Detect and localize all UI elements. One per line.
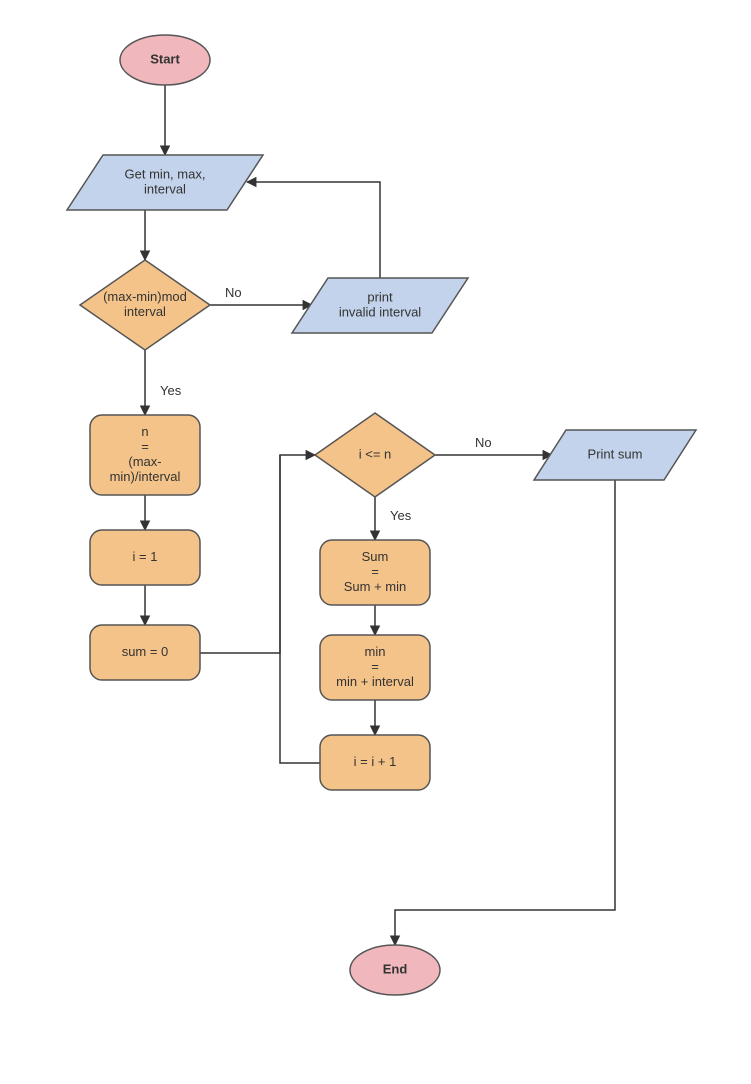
node-label: print bbox=[367, 289, 393, 304]
node-label: = bbox=[371, 564, 379, 579]
node-sum_eq_0: sum = 0 bbox=[90, 625, 200, 680]
node-label: Get min, max, bbox=[125, 166, 206, 181]
node-label: invalid interval bbox=[339, 304, 421, 319]
node-label: = bbox=[371, 659, 379, 674]
node-label: End bbox=[383, 961, 408, 976]
node-label: Start bbox=[150, 51, 180, 66]
node-i_inc: i = i + 1 bbox=[320, 735, 430, 790]
node-i_eq_1: i = 1 bbox=[90, 530, 200, 585]
node-label: sum = 0 bbox=[122, 644, 169, 659]
node-label: i = i + 1 bbox=[354, 754, 397, 769]
node-calc_n: n=(max-min)/interval bbox=[90, 415, 200, 495]
edge-label: Yes bbox=[390, 508, 412, 523]
node-label: Print sum bbox=[588, 446, 643, 461]
node-label: Sum + min bbox=[344, 579, 407, 594]
node-label: i = 1 bbox=[133, 549, 158, 564]
edge-label: Yes bbox=[160, 383, 182, 398]
node-get_input: Get min, max,interval bbox=[67, 155, 263, 210]
node-label: Sum bbox=[362, 549, 389, 564]
node-sum_plus: Sum=Sum + min bbox=[320, 540, 430, 605]
node-label: interval bbox=[144, 181, 186, 196]
node-dec_mod: (max-min)modinterval bbox=[80, 260, 210, 350]
node-label: i <= n bbox=[359, 446, 392, 461]
node-label: n bbox=[141, 424, 148, 439]
node-label: interval bbox=[124, 304, 166, 319]
edge-label: No bbox=[225, 285, 242, 300]
edge bbox=[247, 182, 380, 278]
node-end: End bbox=[350, 945, 440, 995]
node-start: Start bbox=[120, 35, 210, 85]
edge bbox=[280, 455, 320, 763]
node-label: min bbox=[365, 644, 386, 659]
node-print_sum: Print sum bbox=[534, 430, 696, 480]
edge bbox=[200, 455, 315, 653]
node-min_plus: min=min + interval bbox=[320, 635, 430, 700]
edge-label: No bbox=[475, 435, 492, 450]
node-dec_ilen: i <= n bbox=[315, 413, 435, 497]
flowchart-canvas: NoYesYesNoStartGet min, max,interval(max… bbox=[0, 0, 751, 1084]
node-print_inval: printinvalid interval bbox=[292, 278, 468, 333]
node-label: min + interval bbox=[336, 674, 414, 689]
node-label: = bbox=[141, 439, 149, 454]
node-label: min)/interval bbox=[110, 469, 181, 484]
node-label: (max- bbox=[128, 454, 161, 469]
node-label: (max-min)mod bbox=[103, 289, 187, 304]
